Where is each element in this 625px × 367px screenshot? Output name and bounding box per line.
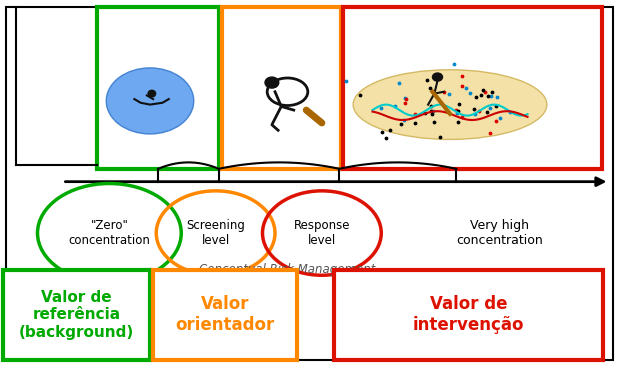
Point: [479, 90, 489, 95]
Ellipse shape: [106, 68, 194, 134]
Point: [384, 127, 394, 133]
Point: [492, 94, 502, 99]
Point: [471, 94, 481, 100]
Point: [401, 96, 411, 102]
Point: [486, 93, 496, 99]
Text: Conceptual Risk Management: Conceptual Risk Management: [199, 263, 376, 276]
Point: [491, 118, 501, 124]
Ellipse shape: [148, 90, 156, 97]
Point: [377, 130, 387, 135]
Point: [424, 86, 434, 91]
Point: [478, 87, 488, 93]
FancyBboxPatch shape: [334, 270, 603, 360]
Point: [381, 135, 391, 141]
Point: [470, 112, 480, 117]
Text: Valor de
referência
(background): Valor de referência (background): [19, 290, 134, 339]
Text: Very high
concentration: Very high concentration: [457, 219, 543, 247]
Point: [457, 73, 467, 79]
Point: [454, 109, 464, 115]
Point: [422, 77, 432, 83]
Text: "Zero"
concentration: "Zero" concentration: [69, 219, 151, 247]
Point: [409, 111, 419, 117]
Point: [389, 103, 399, 109]
Point: [488, 89, 498, 95]
Point: [376, 105, 386, 110]
Point: [458, 114, 468, 120]
FancyBboxPatch shape: [3, 270, 150, 360]
Point: [505, 109, 515, 115]
Point: [400, 100, 410, 106]
Point: [426, 103, 436, 109]
Text: Screening
level: Screening level: [186, 219, 245, 247]
Point: [426, 108, 436, 114]
Point: [452, 119, 462, 125]
Point: [444, 91, 454, 97]
Point: [485, 105, 495, 111]
Point: [461, 85, 471, 91]
Point: [451, 107, 461, 113]
Point: [474, 108, 484, 114]
Point: [356, 92, 366, 98]
Point: [464, 90, 474, 96]
Point: [469, 106, 479, 112]
Ellipse shape: [265, 77, 279, 88]
Point: [394, 80, 404, 86]
Text: Valor
orientador: Valor orientador: [176, 295, 274, 334]
Point: [399, 117, 409, 123]
FancyBboxPatch shape: [153, 270, 297, 360]
Ellipse shape: [432, 73, 442, 81]
Point: [476, 92, 486, 98]
Point: [399, 95, 409, 101]
Point: [491, 103, 501, 109]
Point: [396, 121, 406, 127]
Point: [483, 93, 493, 99]
FancyBboxPatch shape: [222, 7, 341, 169]
Point: [452, 110, 462, 116]
Point: [439, 89, 449, 95]
Point: [482, 109, 492, 115]
FancyBboxPatch shape: [6, 7, 612, 360]
Point: [429, 120, 439, 126]
Text: Response
level: Response level: [294, 219, 350, 247]
Point: [449, 61, 459, 66]
Text: Valor de
intervenção: Valor de intervenção: [413, 295, 524, 334]
Point: [428, 108, 438, 114]
FancyBboxPatch shape: [97, 7, 219, 169]
FancyBboxPatch shape: [342, 7, 602, 169]
Point: [435, 134, 445, 140]
Point: [427, 111, 437, 117]
Point: [495, 115, 505, 121]
Point: [484, 130, 494, 135]
Point: [341, 78, 351, 84]
Ellipse shape: [353, 70, 547, 139]
Point: [457, 83, 467, 89]
Point: [410, 120, 420, 126]
Point: [421, 110, 431, 116]
Point: [454, 101, 464, 107]
